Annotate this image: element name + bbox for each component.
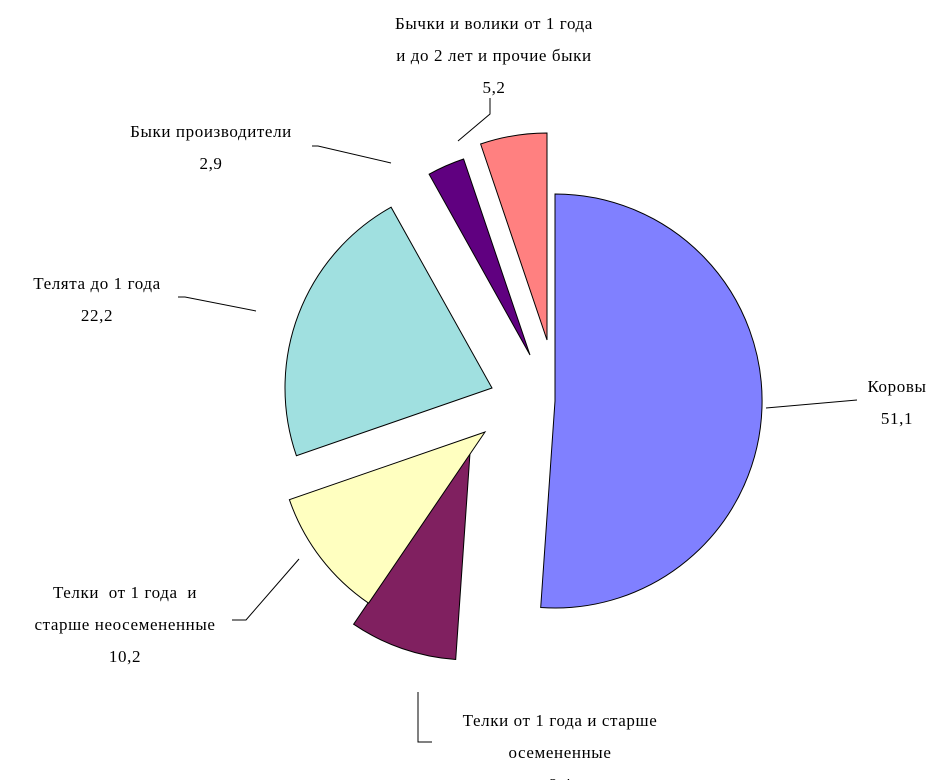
slice-label-line: Телки от 1 года и старше bbox=[463, 711, 658, 730]
slice-label-5: Быки производители 2,9 bbox=[130, 122, 292, 173]
slice-label-line: Быки производители bbox=[130, 122, 292, 141]
slice-label-6: Бычки и волики от 1 года и до 2 лет и про… bbox=[395, 14, 593, 97]
leader-line-5 bbox=[312, 145, 392, 164]
leader-line-2 bbox=[417, 692, 432, 743]
slice-value-label: 5,2 bbox=[482, 78, 505, 97]
slice-value-label: 51,1 bbox=[881, 409, 913, 428]
slice-label-line: и до 2 лет и прочие быки bbox=[396, 46, 591, 65]
pie-slice-2 bbox=[352, 451, 471, 661]
leader-line-3 bbox=[232, 558, 300, 621]
slice-label-2: Телки от 1 года и старше осемененные 8,4 bbox=[463, 711, 658, 780]
slice-value-label: 2,9 bbox=[199, 154, 222, 173]
slice-label-3: Телки от 1 года и старше неосемененные 10,… bbox=[34, 583, 215, 666]
slice-value-label: 22,2 bbox=[81, 306, 113, 325]
leader-lines bbox=[178, 98, 858, 743]
leader-line-6 bbox=[457, 98, 491, 142]
slice-label-line: Бычки и волики от 1 года bbox=[395, 14, 593, 33]
slice-label-line: Коровы bbox=[867, 377, 926, 396]
slice-value-label: 8,4 bbox=[548, 775, 571, 780]
pie-slice-1 bbox=[540, 193, 763, 609]
pie-slice-6 bbox=[479, 132, 548, 341]
slice-label-line: осемененные bbox=[509, 743, 612, 762]
slice-label-4: Телята до 1 года 22,2 bbox=[33, 274, 161, 325]
pie-slice-3 bbox=[288, 431, 487, 604]
leader-line-4 bbox=[178, 296, 257, 312]
slice-value-label: 10,2 bbox=[109, 647, 141, 666]
pie-slices bbox=[284, 132, 763, 661]
leader-line-1 bbox=[765, 399, 858, 409]
slice-label-line: Телята до 1 года bbox=[33, 274, 161, 293]
pie-slice-5 bbox=[428, 158, 531, 356]
pie-slice-4 bbox=[284, 206, 493, 457]
slice-label-line: старше неосемененные bbox=[34, 615, 215, 634]
slice-labels: Коровы 51,1 Телки от 1 года и старше осемен… bbox=[33, 14, 926, 780]
slice-label-1: Коровы 51,1 bbox=[867, 377, 926, 428]
slice-label-line: Телки от 1 года и bbox=[53, 583, 197, 602]
